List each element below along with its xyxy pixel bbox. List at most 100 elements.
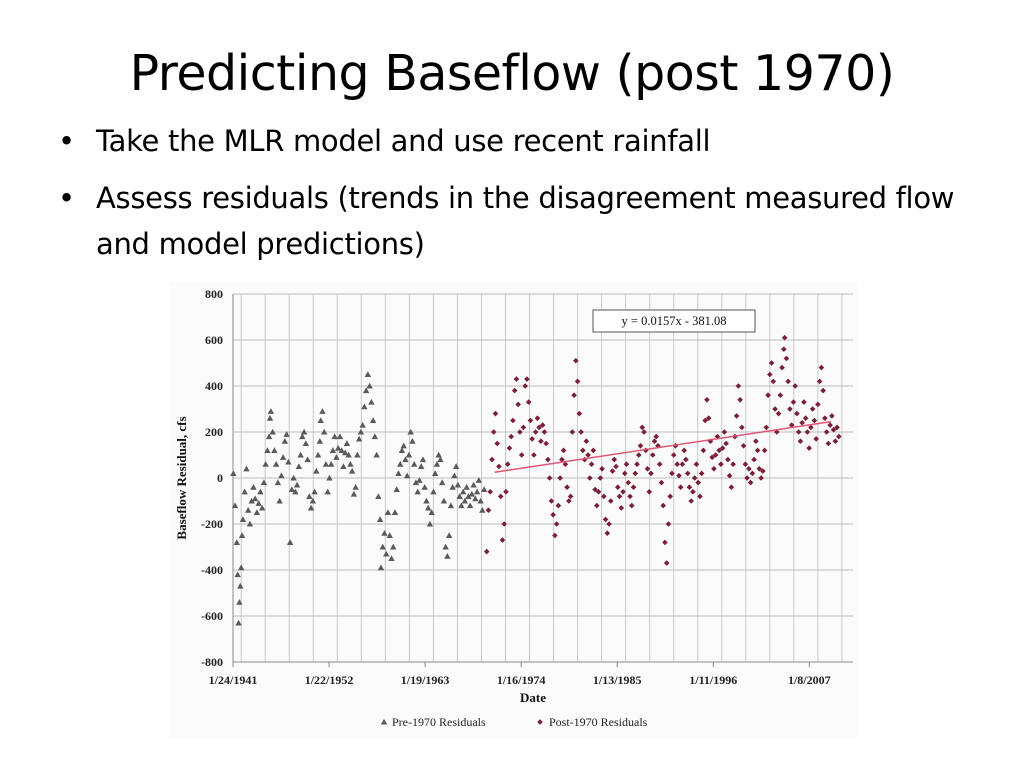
- data-point-post-1970: [637, 443, 644, 449]
- data-point-post-1970: [704, 397, 710, 403]
- data-point-post-1970: [811, 417, 818, 424]
- data-point-post-1970: [501, 521, 507, 527]
- data-point-post-1970: [574, 378, 581, 385]
- data-point-pre-1970: [345, 451, 352, 458]
- data-point-pre-1970: [297, 451, 304, 458]
- data-point-pre-1970: [233, 539, 241, 545]
- data-point-post-1970: [677, 484, 684, 490]
- data-point-pre-1970: [237, 564, 245, 571]
- data-point-pre-1970: [449, 484, 456, 490]
- y-tick-label: 400: [205, 379, 223, 393]
- data-point-post-1970: [581, 456, 588, 463]
- data-point-post-1970: [522, 383, 528, 389]
- data-point-post-1970: [489, 456, 495, 463]
- data-point-pre-1970: [381, 530, 388, 536]
- data-point-pre-1970: [341, 449, 349, 456]
- data-point-pre-1970: [357, 428, 365, 435]
- data-point-post-1970: [836, 433, 842, 440]
- data-point-post-1970: [691, 475, 698, 481]
- data-point-post-1970: [663, 560, 670, 566]
- data-point-pre-1970: [317, 417, 324, 424]
- data-point-post-1970: [832, 438, 839, 444]
- data-point-post-1970: [634, 461, 640, 467]
- data-point-pre-1970: [477, 497, 484, 504]
- data-point-post-1970: [754, 447, 761, 454]
- data-point-pre-1970: [440, 497, 448, 504]
- data-point-post-1970: [616, 493, 623, 500]
- y-tick-label: 800: [205, 287, 223, 301]
- data-point-post-1970: [783, 355, 790, 362]
- data-point-pre-1970: [350, 490, 358, 497]
- data-point-pre-1970: [267, 408, 275, 414]
- data-point-post-1970: [649, 452, 656, 458]
- data-point-pre-1970: [300, 428, 308, 435]
- data-point-pre-1970: [410, 461, 418, 467]
- data-point-post-1970: [585, 452, 591, 458]
- data-point-pre-1970: [430, 488, 437, 495]
- data-point-pre-1970: [251, 495, 259, 502]
- data-point-post-1970: [644, 466, 651, 472]
- data-point-pre-1970: [258, 504, 266, 511]
- data-point-pre-1970: [447, 502, 455, 509]
- data-point-post-1970: [733, 413, 740, 419]
- data-point-pre-1970: [347, 461, 354, 467]
- data-point-pre-1970: [331, 433, 338, 440]
- data-point-post-1970: [813, 436, 819, 442]
- data-point-post-1970: [546, 475, 553, 481]
- y-tick-label: -600: [201, 609, 223, 623]
- data-point-pre-1970: [480, 486, 488, 493]
- x-tick-label: 1/8/2007: [788, 673, 831, 687]
- data-point-pre-1970: [428, 509, 435, 516]
- data-point-post-1970: [555, 502, 562, 509]
- data-point-pre-1970: [444, 553, 451, 559]
- data-point-pre-1970: [377, 564, 385, 571]
- data-point-pre-1970: [391, 509, 399, 516]
- data-point-post-1970: [609, 468, 616, 474]
- data-point-post-1970: [648, 470, 654, 477]
- data-point-post-1970: [688, 498, 694, 504]
- data-point-pre-1970: [463, 484, 470, 490]
- data-point-pre-1970: [431, 470, 439, 476]
- data-point-post-1970: [674, 461, 681, 467]
- data-point-pre-1970: [414, 488, 421, 495]
- legend-label-pre-1970: Pre-1970 Residuals: [392, 715, 486, 729]
- data-point-pre-1970: [246, 520, 254, 527]
- data-point-post-1970: [779, 364, 785, 371]
- data-point-post-1970: [548, 498, 555, 504]
- data-point-post-1970: [611, 456, 618, 463]
- data-point-pre-1970: [380, 718, 388, 725]
- data-point-pre-1970: [279, 454, 287, 460]
- data-point-post-1970: [751, 456, 757, 463]
- data-point-post-1970: [744, 475, 750, 481]
- data-point-pre-1970: [340, 463, 347, 470]
- data-point-pre-1970: [316, 438, 324, 444]
- bullet-text: Assess residuals (trends in the disagree…: [96, 181, 955, 261]
- data-point-post-1970: [620, 489, 626, 495]
- data-point-pre-1970: [359, 421, 366, 428]
- data-point-post-1970: [695, 479, 701, 486]
- data-point-post-1970: [537, 719, 543, 725]
- data-point-post-1970: [658, 479, 665, 486]
- x-tick-label: 1/19/1963: [401, 673, 450, 687]
- data-point-post-1970: [721, 429, 728, 435]
- data-point-post-1970: [506, 445, 513, 451]
- data-point-pre-1970: [302, 440, 310, 447]
- trendline: [494, 420, 832, 473]
- residual-scatter-chart: -800 -600 -400 -200 0 200 400 600 800 1/24/1941 1/…: [174, 287, 853, 729]
- y-tick-label: 600: [205, 333, 223, 347]
- data-point-pre-1970: [452, 463, 460, 470]
- data-point-post-1970: [806, 445, 812, 451]
- data-point-post-1970: [690, 489, 696, 495]
- data-point-pre-1970: [423, 497, 430, 504]
- data-point-post-1970: [684, 470, 691, 477]
- data-point-pre-1970: [475, 477, 483, 483]
- data-point-post-1970: [534, 415, 541, 421]
- data-point-post-1970: [606, 521, 612, 527]
- data-point-pre-1970: [309, 497, 317, 504]
- data-point-pre-1970: [405, 451, 413, 458]
- data-point-post-1970: [725, 456, 731, 463]
- data-point-post-1970: [767, 371, 773, 378]
- data-point-pre-1970: [438, 479, 446, 486]
- data-point-post-1970: [700, 447, 707, 454]
- data-point-post-1970: [630, 484, 637, 490]
